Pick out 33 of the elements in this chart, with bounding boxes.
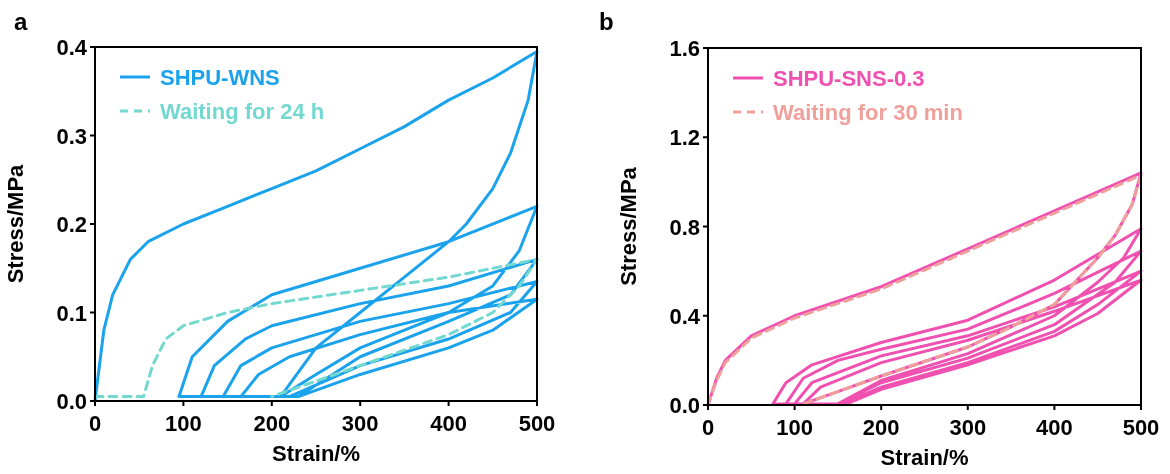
- x-tick-label: 100: [776, 415, 813, 440]
- legend-label: SHPU-SNS-0.3: [773, 66, 925, 91]
- y-tick-label: 0.0: [669, 393, 700, 418]
- y-axis-title: Stress/MPa: [616, 166, 641, 286]
- x-tick-label: 100: [165, 411, 202, 436]
- x-tick-label: 500: [1122, 415, 1160, 440]
- legend-label: Waiting for 24 h: [160, 99, 325, 124]
- y-tick-label: 0.0: [56, 389, 87, 414]
- text: b: [599, 8, 614, 35]
- y-tick-label: 1.2: [669, 125, 700, 151]
- x-tick-label: 0: [701, 415, 715, 440]
- x-tick-label: 300: [341, 411, 379, 436]
- x-axis-title: Strain/%: [271, 441, 361, 466]
- x-tick-label: 200: [862, 415, 900, 440]
- line-series: [93, 257, 539, 399]
- y-tick-label: 1.6: [669, 36, 700, 61]
- legend-label: Waiting for 30 min: [773, 100, 963, 125]
- x-tick-label: 500: [518, 411, 556, 436]
- x-tick-label: 400: [430, 411, 467, 436]
- x-tick-label: 300: [949, 415, 987, 440]
- legend-label: SHPU-WNS: [160, 65, 280, 90]
- x-tick-label: 200: [253, 411, 291, 436]
- y-tick-label: 0.3: [56, 123, 87, 149]
- y-tick-label: 0.2: [56, 212, 87, 237]
- text: a: [14, 8, 28, 35]
- y-tick-label: 0.8: [669, 214, 700, 240]
- y-tick-label: 0.4: [669, 303, 701, 329]
- y-tick-label: 0.1: [56, 300, 87, 326]
- x-tick-label: 400: [1036, 415, 1073, 440]
- y-axis-title: Stress/MPa: [3, 163, 28, 284]
- x-axis-title: Strain/%: [880, 445, 969, 470]
- x-tick-label: 0: [88, 411, 102, 436]
- y-tick-label: 0.4: [56, 35, 88, 60]
